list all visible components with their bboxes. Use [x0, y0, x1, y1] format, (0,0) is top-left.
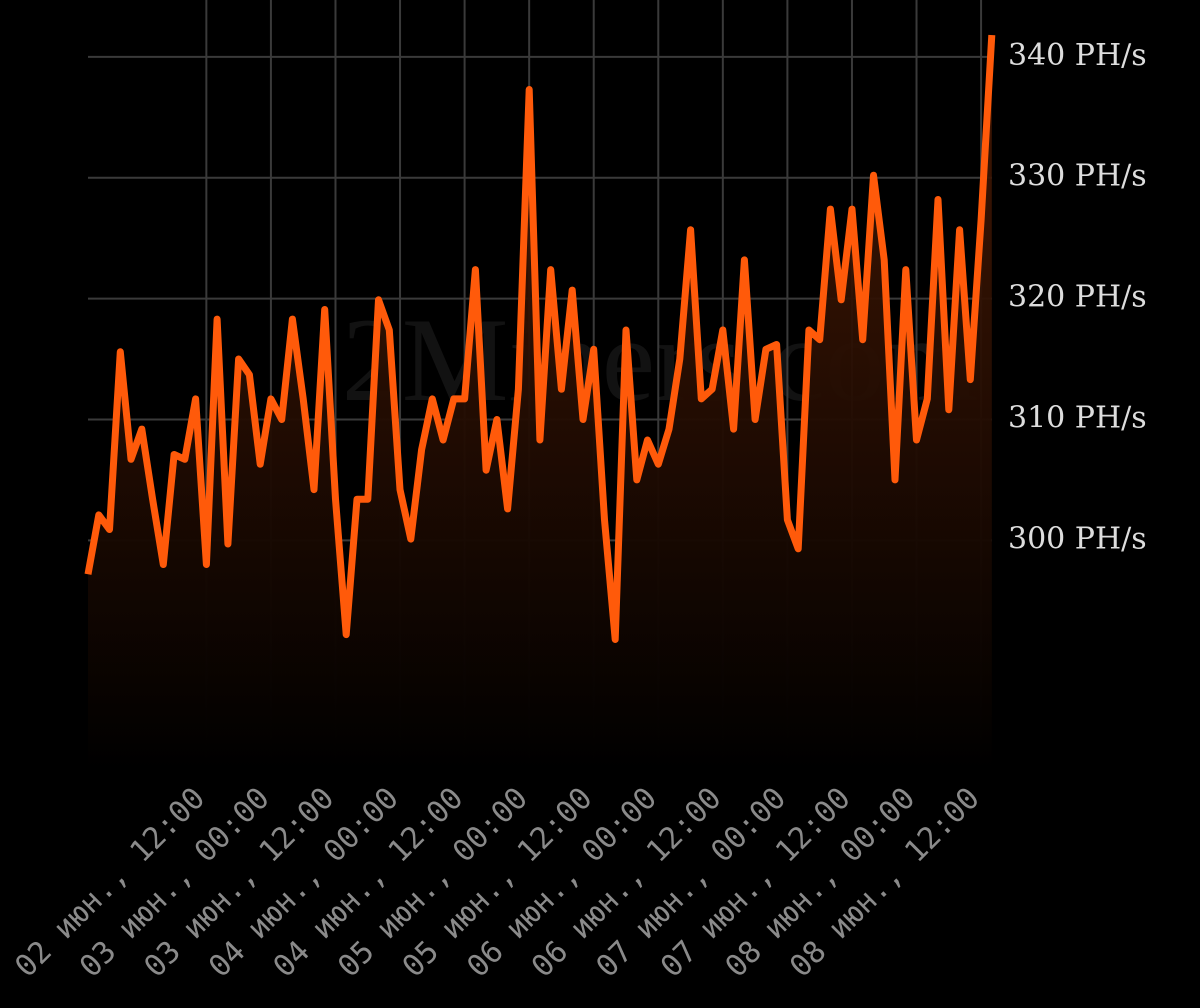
area: [88, 35, 992, 771]
y-tick-label: 300 PH/s: [1008, 521, 1147, 556]
y-tick-label: 310 PH/s: [1008, 400, 1147, 435]
y-tick-label: 340 PH/s: [1008, 38, 1147, 73]
y-tick-label: 320 PH/s: [1008, 280, 1147, 315]
line: [84, 34, 996, 643]
y-tick-label: 330 PH/s: [1008, 159, 1147, 194]
